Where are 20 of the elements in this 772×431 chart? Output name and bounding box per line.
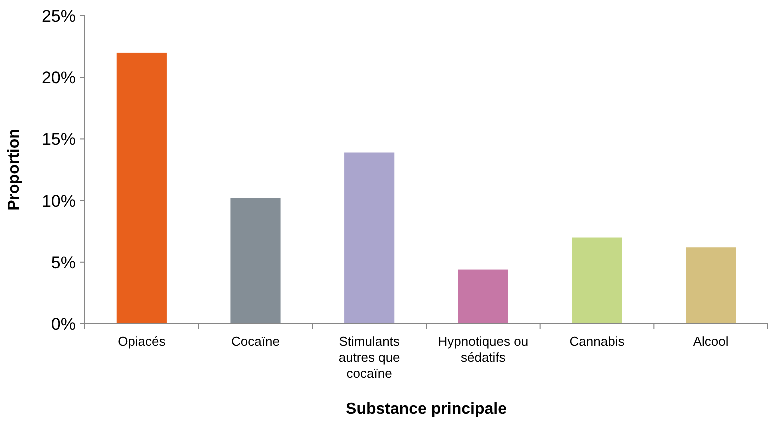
x-axis-title: Substance principale [346, 401, 508, 418]
y-tick-label: 20% [42, 68, 76, 88]
bar [686, 248, 736, 324]
x-tick-label: Stimulants autres que cocaïne [338, 334, 400, 381]
x-tick-label: Alcool [693, 334, 729, 349]
x-tick-label: Cannabis [570, 334, 626, 349]
bar [572, 238, 622, 324]
y-tick-label: 25% [42, 6, 76, 26]
y-tick-label: 10% [42, 192, 76, 211]
y-tick-label: 0% [51, 314, 76, 334]
x-tick-label: Hypnotiques ou sédatifs [438, 334, 529, 365]
bar [116, 52, 167, 324]
y-tick-label: 15% [42, 130, 76, 150]
y-tick-label: 5% [51, 253, 76, 272]
bar [458, 270, 508, 324]
x-tick-label: Opiacés [118, 334, 166, 349]
bar [230, 198, 281, 324]
bar [344, 152, 395, 324]
x-tick-label: Cocaïne [232, 334, 280, 349]
y-axis-title: Proportion [6, 129, 23, 211]
